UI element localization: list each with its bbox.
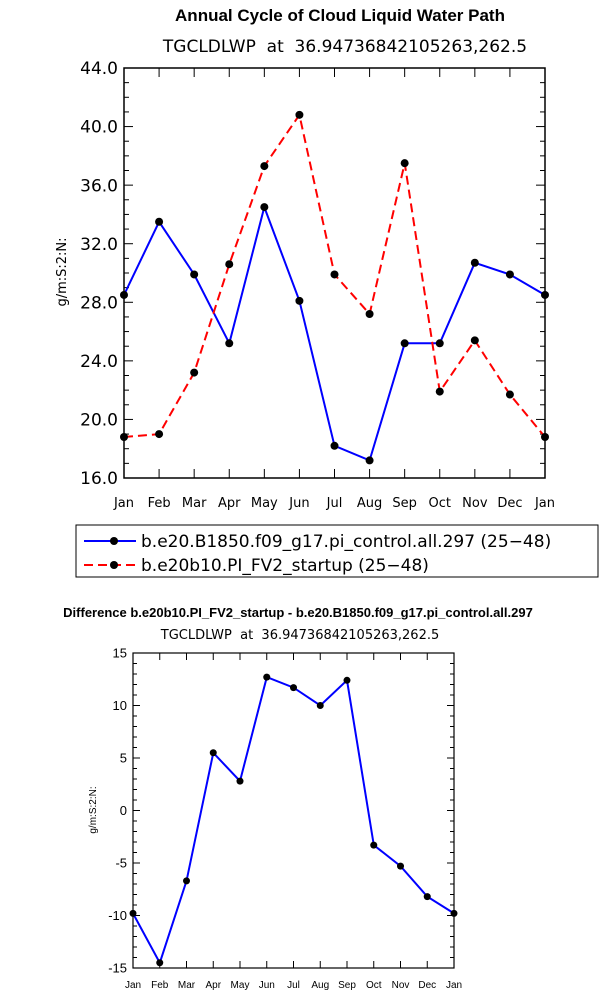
x-tick-label: Mar	[178, 980, 196, 991]
x-tick-label: Jul	[287, 980, 300, 991]
legend-marker	[110, 537, 118, 545]
y-tick-label: 15	[113, 646, 127, 661]
data-point	[236, 777, 244, 785]
data-point	[120, 433, 128, 441]
x-tick-label: Jan	[113, 496, 134, 511]
data-point	[365, 456, 374, 465]
x-tick-label: Oct	[429, 496, 451, 511]
top-chart-title: Annual Cycle of Cloud Liquid Water Path	[175, 6, 505, 25]
data-point	[290, 684, 297, 692]
data-point	[470, 258, 479, 267]
top-chart: 16.0 20.0 24.0 28.0 32.0 36.0 40.0 44.0 Jan Feb Ma…	[80, 59, 555, 511]
y-tick-label: 32.0	[80, 235, 118, 255]
x-tick-label: Jan	[446, 980, 462, 991]
x-tick-label: Aug	[311, 980, 329, 991]
y-tick-label: 10	[113, 698, 127, 713]
data-point	[505, 390, 514, 399]
bottom-chart: -15 -10 -5 0 5 10 15 Jan Feb Mar Apr May Jun Jul Aug Se…	[108, 646, 462, 991]
y-tick-label: 44.0	[80, 59, 118, 79]
data-point	[423, 893, 431, 901]
y-tick-label: 16.0	[80, 469, 118, 489]
data-point	[450, 909, 458, 917]
y-tick-label: 36.0	[80, 176, 118, 196]
data-point	[470, 336, 479, 345]
data-point	[156, 959, 164, 967]
data-point	[370, 841, 378, 849]
data-point	[209, 749, 217, 757]
y-tick-label: 5	[120, 751, 127, 766]
bottom-chart-subtitle: TGCLDLWP at 36.94736842105263,262.5	[160, 628, 440, 643]
data-point	[295, 296, 304, 305]
data-point	[505, 270, 514, 279]
legend-label-1: b.e20b10.PI_FV2_startup (25−48)	[141, 556, 429, 576]
x-tick-label: May	[251, 496, 278, 511]
data-point	[400, 339, 409, 348]
x-tick-label: Dec	[497, 496, 522, 511]
x-tick-label: Jan	[125, 980, 141, 991]
series-line-0	[123, 203, 546, 462]
y-tick-label: 28.0	[80, 293, 118, 313]
x-tick-label: Jun	[259, 980, 275, 991]
x-tick-label: Feb	[148, 496, 171, 511]
data-point	[330, 441, 339, 450]
data-point	[541, 433, 549, 441]
bottom-chart-title: Difference b.e20b10.PI_FV2_startup - b.e…	[63, 605, 533, 620]
data-point	[190, 368, 199, 377]
data-point	[295, 110, 304, 119]
x-tick-label: Nov	[462, 496, 488, 511]
x-tick-label: Feb	[151, 980, 169, 991]
data-point	[225, 260, 234, 269]
series-line-0	[132, 675, 455, 966]
top-chart-subtitle: TGCLDLWP at 36.94736842105263,262.5	[162, 37, 527, 57]
x-tick-label: Dec	[418, 980, 436, 991]
data-point	[330, 270, 339, 279]
y-tick-label: 24.0	[80, 352, 118, 372]
y-tick-label: -15	[108, 961, 127, 976]
x-tick-label: Aug	[357, 496, 382, 511]
data-point	[397, 862, 404, 870]
data-point	[155, 430, 164, 439]
x-tick-label: Oct	[366, 980, 382, 991]
data-point	[260, 203, 269, 212]
data-point	[365, 310, 374, 318]
x-tick-label: Apr	[205, 980, 221, 991]
x-tick-label: Sep	[338, 980, 356, 991]
plot-frame	[132, 652, 455, 969]
data-point	[129, 909, 137, 917]
x-tick-label: May	[231, 980, 250, 991]
data-point	[435, 387, 444, 396]
y-tick-label: -5	[115, 856, 127, 871]
data-point	[183, 877, 190, 885]
data-point	[343, 676, 351, 684]
top-chart-ylabel: g/m:S:2:N:	[55, 237, 70, 306]
data-point	[260, 162, 269, 171]
x-tick-label: Apr	[218, 496, 241, 511]
y-tick-label: 20.0	[80, 411, 118, 431]
data-point	[190, 270, 199, 279]
x-tick-label: Nov	[392, 980, 410, 991]
data-point	[263, 673, 271, 681]
data-point	[155, 217, 164, 226]
legend-box	[75, 524, 599, 578]
data-point	[316, 702, 324, 709]
x-tick-label: Mar	[182, 496, 207, 511]
data-point	[120, 290, 128, 299]
x-tick-label: Jul	[326, 496, 343, 511]
y-tick-label: 40.0	[80, 118, 118, 138]
bottom-chart-ylabel: g/m:S:2:N:	[88, 786, 99, 833]
legend-label-0: b.e20.B1850.f09_g17.pi_control.all.297 (…	[141, 532, 551, 552]
y-tick-label: -10	[108, 908, 127, 923]
data-point	[541, 290, 549, 299]
legend-marker	[110, 561, 118, 569]
x-tick-label: Jan	[534, 496, 555, 511]
data-point	[400, 159, 409, 168]
top-chart-legend: b.e20.B1850.f09_g17.pi_control.all.297 (…	[75, 524, 599, 578]
x-tick-label: Jun	[288, 496, 309, 511]
y-tick-label: 0	[120, 803, 127, 818]
data-point	[435, 339, 444, 348]
x-tick-label: Sep	[392, 496, 417, 511]
data-point	[225, 339, 234, 348]
